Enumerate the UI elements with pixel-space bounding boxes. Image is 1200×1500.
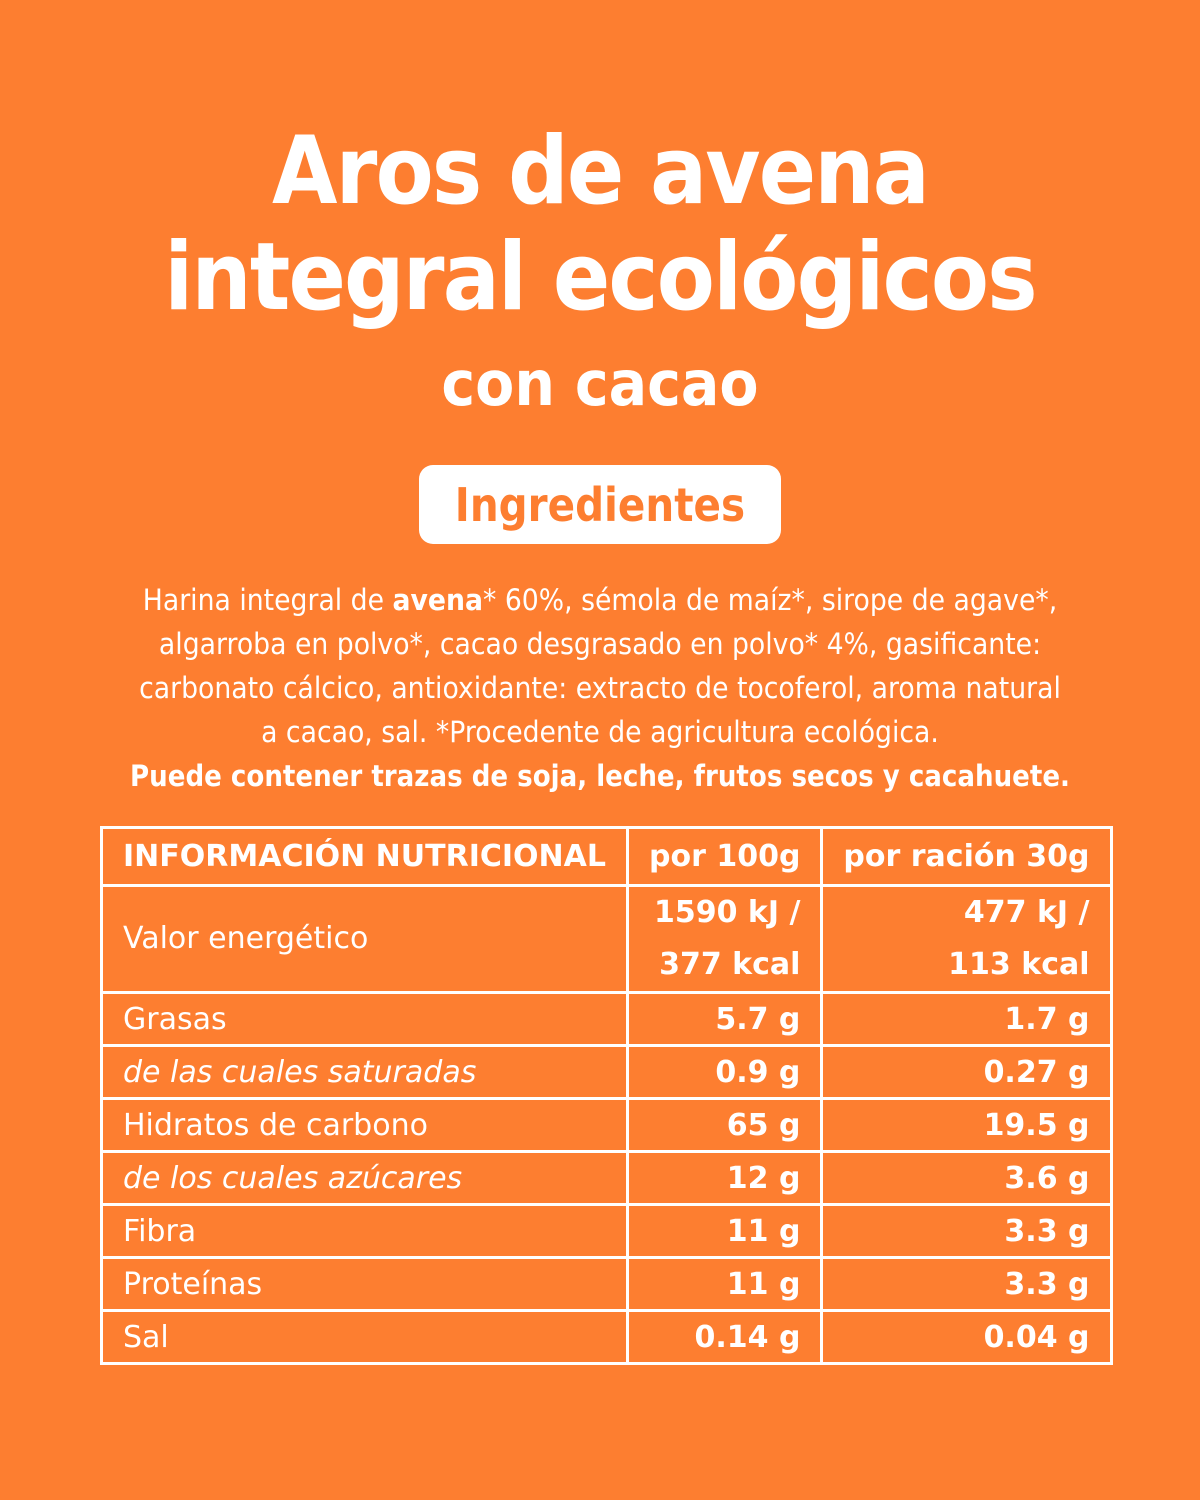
ingredients-line-1: Harina integral de avena* 60%, sémola de… bbox=[103, 578, 1097, 622]
nutrition-label: de los cuales azúcares bbox=[100, 1150, 629, 1206]
nutrition-label: Grasas bbox=[100, 991, 629, 1047]
nutrition-value-per-serving: 0.04 g bbox=[820, 1309, 1113, 1365]
ingredients-text: Harina integral de avena* 60%, sémola de… bbox=[60, 578, 1140, 798]
nutrition-label: Valor energético bbox=[100, 884, 629, 994]
ingredients-line-3: carbonato cálcico, antioxidante: extract… bbox=[139, 671, 1061, 705]
nutrition-value-per-serving: 19.5 g bbox=[820, 1097, 1113, 1153]
nutrition-value-per-serving: 3.3 g bbox=[820, 1203, 1113, 1259]
nutrition-value-per100: 65 g bbox=[625, 1097, 824, 1153]
nutrition-header-per-serving: por ración 30g bbox=[820, 826, 1113, 887]
nutrition-row: Fibra 11 g 3.3 g bbox=[100, 1203, 1113, 1259]
nutrition-value-per100: 11 g bbox=[625, 1203, 824, 1259]
nutrition-label: Hidratos de carbono bbox=[100, 1097, 629, 1153]
ingredients-line-2: algarroba en polvo*, cacao desgrasado en… bbox=[158, 627, 1042, 661]
nutrition-label: de las cuales saturadas bbox=[100, 1044, 629, 1100]
ingredients-badge-label: Ingredientes bbox=[454, 477, 746, 532]
energy-per100-kcal: 377 kcal bbox=[659, 947, 801, 982]
nutrition-row: Proteínas 11 g 3.3 g bbox=[100, 1256, 1113, 1312]
energy-per100-kj: 1590 kJ / bbox=[653, 895, 801, 930]
nutrition-value-per-serving: 3.3 g bbox=[820, 1256, 1113, 1312]
nutrition-value-per100: 12 g bbox=[625, 1150, 824, 1206]
nutrition-header-per100: por 100g bbox=[625, 826, 824, 887]
nutrition-row: de las cuales saturadas 0.9 g 0.27 g bbox=[100, 1044, 1113, 1100]
nutrition-value-per100: 11 g bbox=[625, 1256, 824, 1312]
nutrition-header-row: INFORMACIÓN NUTRICIONAL por 100g por rac… bbox=[100, 826, 1113, 887]
nutrition-label: Proteínas bbox=[100, 1256, 629, 1312]
ingredients-line-1-post: * 60%, sémola de maíz*, sirope de agave*… bbox=[483, 583, 1058, 617]
product-title-line-2: integral ecológicos bbox=[164, 223, 1037, 332]
nutrition-value-per100: 0.14 g bbox=[625, 1309, 824, 1365]
nutrition-value-per-serving: 1.7 g bbox=[820, 991, 1113, 1047]
nutrition-label: Sal bbox=[100, 1309, 629, 1365]
nutrition-row: Hidratos de carbono 65 g 19.5 g bbox=[100, 1097, 1113, 1153]
nutrition-header-label: INFORMACIÓN NUTRICIONAL bbox=[100, 826, 629, 887]
nutrition-row: Sal 0.14 g 0.04 g bbox=[100, 1309, 1113, 1365]
product-subtitle: con cacao bbox=[441, 347, 759, 420]
ingredients-badge: Ingredientes bbox=[419, 465, 781, 544]
nutrition-table: INFORMACIÓN NUTRICIONAL por 100g por rac… bbox=[100, 826, 1113, 1365]
nutrition-row-energy: Valor energético 1590 kJ / 377 kcal 477 … bbox=[100, 884, 1113, 994]
nutrition-value-per100: 5.7 g bbox=[625, 991, 824, 1047]
nutrition-value-per-serving: 0.27 g bbox=[820, 1044, 1113, 1100]
nutrition-value-per100: 0.9 g bbox=[625, 1044, 824, 1100]
nutrition-row: de los cuales azúcares 12 g 3.6 g bbox=[100, 1150, 1113, 1206]
energy-per-serving-kcal: 113 kcal bbox=[948, 947, 1090, 982]
ingredients-line-1-pre: Harina integral de bbox=[142, 583, 393, 617]
nutrition-value-per100: 1590 kJ / 377 kcal bbox=[625, 884, 824, 994]
ingredients-highlight-avena: avena bbox=[392, 583, 484, 617]
product-title-line-1: Aros de avena bbox=[271, 117, 930, 226]
nutrition-label: Fibra bbox=[100, 1203, 629, 1259]
energy-per-serving-kj: 477 kJ / bbox=[963, 895, 1090, 930]
nutrition-value-per-serving: 3.6 g bbox=[820, 1150, 1113, 1206]
allergen-warning: Puede contener trazas de soja, leche, fr… bbox=[130, 759, 1070, 793]
ingredients-line-4: a cacao, sal. *Procedente de agricultura… bbox=[261, 715, 939, 749]
nutrition-row: Grasas 5.7 g 1.7 g bbox=[100, 991, 1113, 1047]
nutrition-value-per-serving: 477 kJ / 113 kcal bbox=[820, 884, 1113, 994]
